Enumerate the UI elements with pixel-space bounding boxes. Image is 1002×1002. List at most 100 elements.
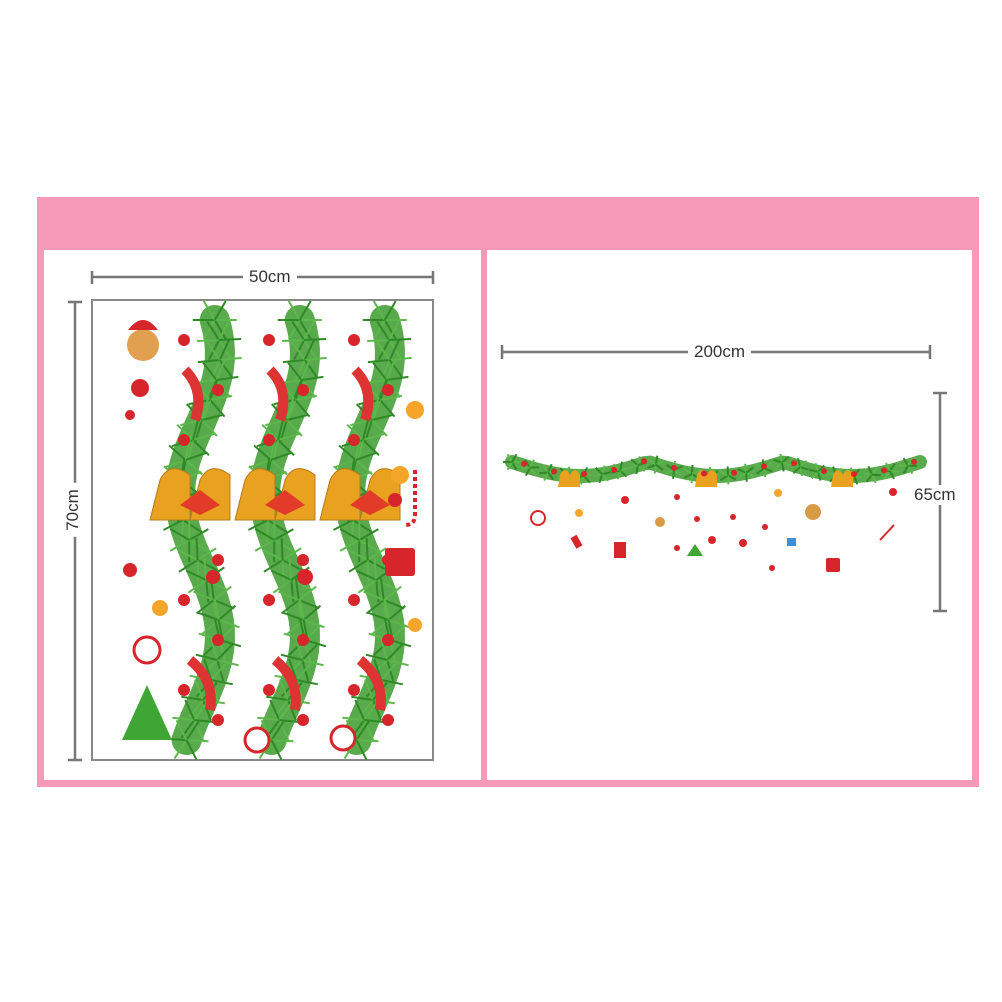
ornament-ball bbox=[123, 563, 137, 577]
pine-needles bbox=[193, 701, 208, 721]
ornament-ball bbox=[769, 565, 775, 571]
pine-needles bbox=[188, 528, 209, 541]
firecracker-icon bbox=[570, 534, 583, 549]
ornament-ball bbox=[694, 516, 700, 522]
pine-needles bbox=[871, 474, 877, 484]
pine-needles bbox=[580, 475, 585, 485]
pine-needles bbox=[206, 320, 220, 341]
pine-needles bbox=[781, 462, 785, 472]
pine-needles bbox=[543, 471, 549, 481]
installed-height-label: 65cm bbox=[908, 485, 962, 505]
pine-needles bbox=[387, 659, 409, 667]
pine-needles bbox=[355, 721, 370, 741]
pine-needles bbox=[210, 394, 233, 401]
pine-needles bbox=[279, 419, 288, 442]
pine-needles bbox=[213, 300, 227, 321]
ornament-ball bbox=[297, 634, 309, 646]
ornament-ball bbox=[178, 334, 190, 346]
pine-needles bbox=[358, 539, 379, 552]
ornament-ball bbox=[178, 594, 190, 606]
bow-icon bbox=[350, 490, 390, 515]
pine-needles bbox=[291, 341, 306, 361]
pine-needles bbox=[541, 464, 549, 473]
pine-needles bbox=[388, 339, 400, 361]
pine-needles bbox=[301, 643, 319, 661]
pine-needles bbox=[295, 662, 312, 681]
pine-needles bbox=[367, 339, 390, 343]
ornament-ball bbox=[575, 509, 583, 517]
pine-needles bbox=[253, 444, 272, 461]
pine-needles bbox=[683, 468, 693, 475]
bell-icon bbox=[695, 470, 717, 487]
pine-needles bbox=[295, 394, 318, 401]
installed-view-panel bbox=[487, 250, 972, 780]
pine-needles bbox=[291, 320, 305, 341]
ornament-ball bbox=[348, 684, 360, 696]
bell-icon bbox=[149, 468, 231, 521]
pine-needles bbox=[278, 701, 293, 721]
pine-needles bbox=[210, 638, 219, 661]
ornament-ball bbox=[382, 634, 394, 646]
pine-needles bbox=[612, 463, 621, 472]
pine-needles bbox=[637, 456, 641, 466]
pine-needles bbox=[213, 599, 235, 610]
pine-needles bbox=[213, 598, 220, 621]
ornament-ball bbox=[206, 570, 220, 584]
pine-needles bbox=[367, 547, 387, 561]
ornament-ball bbox=[791, 460, 797, 467]
pine-needles bbox=[282, 547, 302, 561]
pine-needles bbox=[799, 460, 808, 468]
pine-needles bbox=[779, 453, 783, 463]
pine-needles bbox=[303, 359, 319, 379]
pine-needles bbox=[193, 590, 215, 601]
ornament-ball bbox=[212, 634, 224, 646]
pine-needles bbox=[213, 585, 232, 601]
pine-needles bbox=[202, 300, 216, 321]
pine-needles bbox=[266, 695, 289, 701]
ornament-ball bbox=[762, 524, 768, 530]
ornament-ball bbox=[297, 569, 313, 585]
pine-needles bbox=[213, 319, 227, 340]
snowman-icon bbox=[329, 724, 357, 752]
pine-needles bbox=[799, 466, 809, 471]
pine-needles bbox=[287, 399, 297, 422]
pine-needles bbox=[186, 439, 195, 462]
ornament-ball bbox=[348, 334, 360, 346]
ornament-ball bbox=[212, 384, 224, 396]
pine-needles bbox=[277, 418, 285, 441]
pine-needles bbox=[218, 339, 230, 361]
candy-cane-icon bbox=[404, 470, 417, 527]
pine-needles bbox=[635, 465, 639, 475]
ornament-ball bbox=[152, 600, 168, 616]
pine-needles bbox=[506, 453, 513, 463]
pine-needles bbox=[683, 473, 693, 479]
pine-needles bbox=[372, 362, 388, 381]
pine-needles bbox=[371, 413, 394, 421]
santa-icon bbox=[614, 542, 626, 558]
pine-needles bbox=[529, 459, 536, 469]
pine-needles bbox=[362, 432, 385, 441]
pine-needles bbox=[271, 739, 294, 743]
pine-needles bbox=[647, 463, 657, 469]
bell-icon bbox=[234, 468, 316, 521]
pine-needles bbox=[379, 578, 385, 601]
ornament-ball bbox=[889, 488, 897, 496]
pine-needles bbox=[288, 557, 293, 581]
pine-needles bbox=[727, 474, 737, 481]
pine-needles bbox=[381, 679, 404, 686]
pine-needles bbox=[342, 716, 365, 721]
christmas-tree-icon bbox=[687, 544, 703, 556]
pine-needles bbox=[347, 548, 369, 561]
pine-needles bbox=[363, 590, 385, 601]
pine-needles bbox=[506, 461, 513, 471]
ornament-ball bbox=[730, 514, 736, 520]
pine-needles bbox=[385, 359, 396, 381]
ornament-ball bbox=[263, 334, 275, 346]
ornament-ball bbox=[731, 469, 737, 476]
pine-needles bbox=[383, 585, 402, 601]
ornament-ball bbox=[297, 384, 309, 396]
pine-needles bbox=[270, 451, 292, 461]
bell-icon bbox=[558, 470, 580, 487]
pine-needles bbox=[301, 375, 324, 381]
pine-needles bbox=[372, 300, 386, 321]
